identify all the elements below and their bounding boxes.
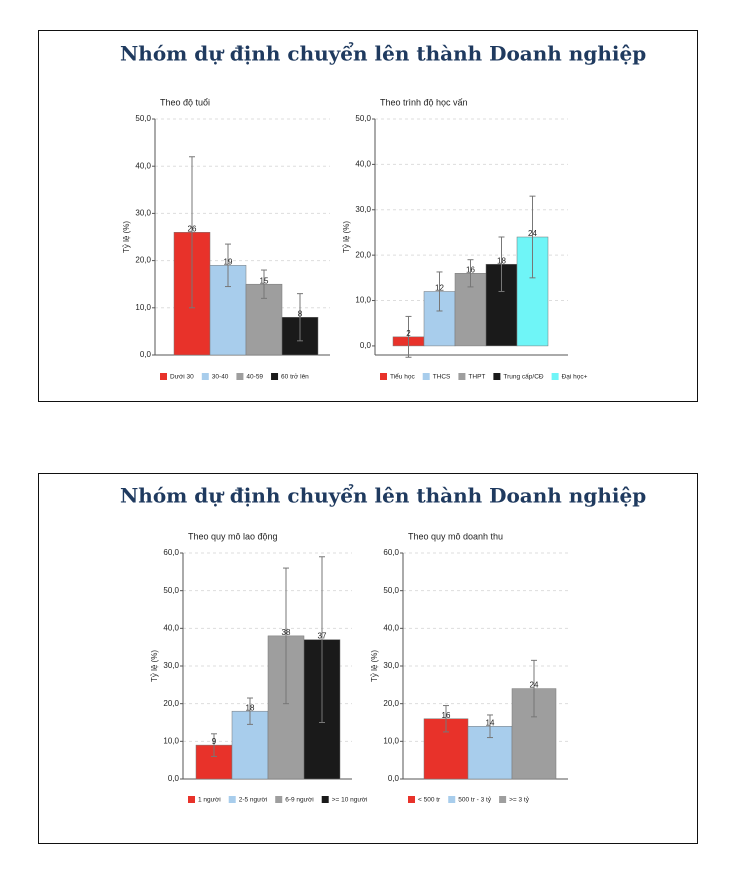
y-tick-label: 0,0 xyxy=(360,341,372,350)
legend-label: < 500 tr xyxy=(418,797,441,804)
value-label: 18 xyxy=(246,703,255,712)
y-tick-label: 40,0 xyxy=(383,623,399,632)
y-tick-label: 0,0 xyxy=(140,350,152,359)
legend-swatch xyxy=(380,373,387,380)
y-tick-label: 30,0 xyxy=(383,661,399,670)
y-tick-label: 10,0 xyxy=(383,736,399,745)
y-tick-label: 20,0 xyxy=(355,250,371,259)
legend-swatch xyxy=(236,373,244,380)
legend-swatch xyxy=(160,373,167,380)
legend-swatch xyxy=(458,373,466,380)
legend-label: Đại học+ xyxy=(562,374,588,381)
panel-frame xyxy=(38,473,698,844)
legend-swatch xyxy=(499,796,507,803)
value-label: 19 xyxy=(224,257,233,266)
legend-swatch xyxy=(448,796,456,803)
chart-subtitle: Theo trình độ học vấn xyxy=(380,97,468,107)
y-tick-label: 20,0 xyxy=(163,699,179,708)
y-tick-label: 40,0 xyxy=(135,161,151,170)
value-label: 15 xyxy=(260,276,269,285)
value-label: 37 xyxy=(318,632,327,641)
value-label: 16 xyxy=(442,711,451,720)
panel-frame xyxy=(38,30,698,402)
legend-swatch xyxy=(321,796,329,803)
legend-label: 30-40 xyxy=(212,374,229,381)
chart-subtitle: Theo độ tuổi xyxy=(160,97,210,107)
legend-swatch xyxy=(201,373,209,380)
value-label: 9 xyxy=(212,737,217,746)
value-label: 12 xyxy=(435,284,444,293)
legend-label: Trung cấp/CĐ xyxy=(503,372,544,381)
y-tick-label: 50,0 xyxy=(163,586,179,595)
chart-subtitle: Theo quy mô lao động xyxy=(188,531,278,541)
y-tick-label: 50,0 xyxy=(135,114,151,123)
y-axis-label: Tỷ lệ (%) xyxy=(370,650,379,682)
legend-label: 2-5 người xyxy=(239,797,268,804)
y-tick-label: 50,0 xyxy=(383,586,399,595)
legend-label: >= 10 người xyxy=(332,797,368,804)
legend-label: 60 trở lên xyxy=(281,373,309,381)
value-label: 8 xyxy=(298,309,303,318)
legend-swatch xyxy=(271,373,279,380)
value-label: 24 xyxy=(530,681,539,690)
y-axis-label: Tỷ lệ (%) xyxy=(122,221,131,253)
y-tick-label: 20,0 xyxy=(383,699,399,708)
panel-title: Nhóm dự định chuyển lên thành Doanh nghi… xyxy=(120,483,646,508)
y-tick-label: 0,0 xyxy=(388,774,400,783)
value-label: 38 xyxy=(282,628,291,637)
y-tick-label: 40,0 xyxy=(163,623,179,632)
value-label: 14 xyxy=(486,718,495,727)
legend-swatch xyxy=(408,796,415,803)
legend-swatch xyxy=(275,796,283,803)
y-tick-label: 20,0 xyxy=(135,256,151,265)
y-tick-label: 30,0 xyxy=(355,205,371,214)
legend-label: >= 3 tỷ xyxy=(509,797,530,804)
value-label: 26 xyxy=(188,224,197,233)
legend-swatch xyxy=(551,373,559,380)
y-tick-label: 60,0 xyxy=(383,548,399,557)
legend-label: 6-9 người xyxy=(285,797,314,804)
y-tick-label: 40,0 xyxy=(355,159,371,168)
chart-subtitle: Theo quy mô doanh thu xyxy=(408,531,503,541)
legend-label: 40-59 xyxy=(246,374,263,381)
y-axis-label: Tỷ lệ (%) xyxy=(150,650,159,682)
y-tick-label: 50,0 xyxy=(355,114,371,123)
legend-label: 1 người xyxy=(198,797,221,804)
y-tick-label: 0,0 xyxy=(168,774,180,783)
y-tick-label: 60,0 xyxy=(163,548,179,557)
y-tick-label: 30,0 xyxy=(163,661,179,670)
legend-label: 500 tr - 3 tỷ xyxy=(458,797,492,804)
value-label: 16 xyxy=(466,265,475,274)
value-label: 2 xyxy=(406,329,411,338)
panel-title: Nhóm dự định chuyển lên thành Doanh nghi… xyxy=(120,41,646,66)
legend-label: THPT xyxy=(468,374,485,381)
legend-swatch xyxy=(228,796,236,803)
bar xyxy=(195,744,233,780)
legend-label: THCS xyxy=(433,374,451,381)
y-tick-label: 10,0 xyxy=(135,303,151,312)
y-tick-label: 10,0 xyxy=(163,736,179,745)
legend-swatch xyxy=(188,796,195,803)
legend-swatch xyxy=(493,373,501,380)
y-tick-label: 10,0 xyxy=(355,296,371,305)
value-label: 18 xyxy=(497,256,506,265)
y-axis-label: Tỷ lệ (%) xyxy=(342,221,351,253)
legend-label: Tiểu học xyxy=(390,373,415,381)
value-label: 24 xyxy=(528,229,537,238)
y-tick-label: 30,0 xyxy=(135,209,151,218)
legend-swatch xyxy=(422,373,430,380)
legend-label: Dưới 30 xyxy=(170,374,194,381)
